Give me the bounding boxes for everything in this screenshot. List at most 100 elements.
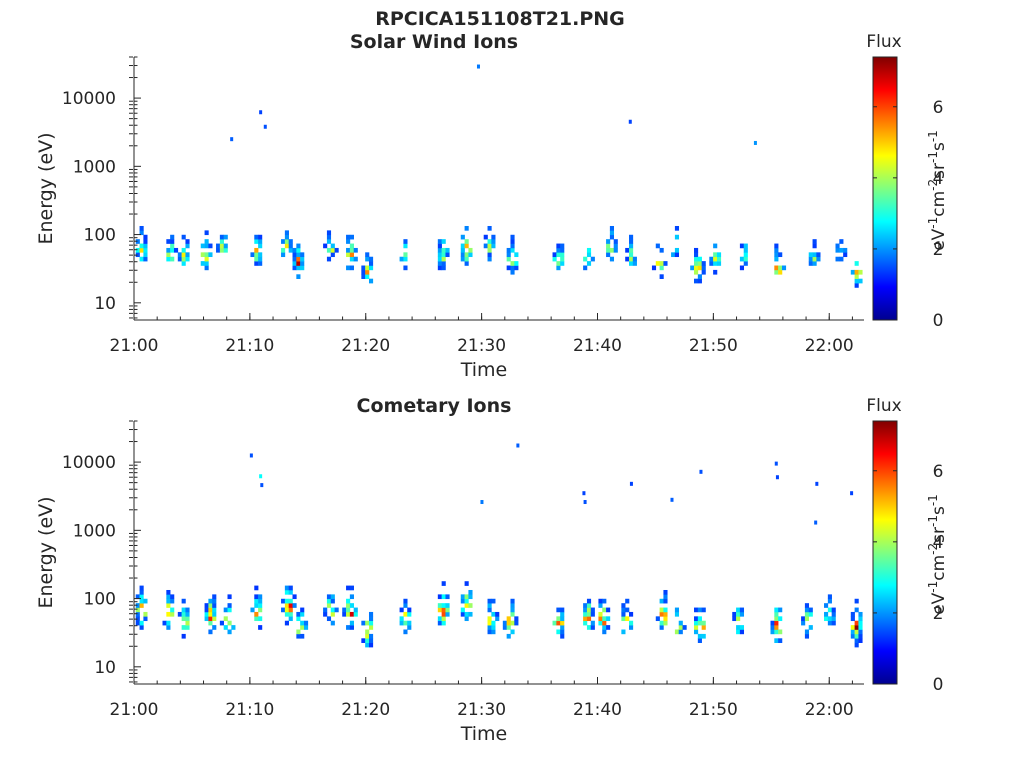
heatmap-cell — [743, 247, 748, 253]
heatmap-cell — [778, 607, 783, 613]
heatmap-cell — [709, 256, 714, 262]
heatmap-cell — [629, 625, 634, 630]
heatmap-cell — [843, 247, 848, 253]
heatmap-cell — [697, 616, 702, 622]
heatmap-cell — [323, 243, 328, 249]
heatmap-cell — [258, 239, 263, 244]
heatmap-cell — [625, 256, 630, 262]
heatmap-cell — [254, 603, 259, 608]
heatmap-cell — [296, 629, 301, 635]
heatmap-cell — [560, 611, 565, 617]
heatmap-cell — [510, 603, 515, 608]
outlier-point — [259, 110, 263, 115]
heatmap-cell — [694, 261, 699, 266]
heatmap-cell — [586, 261, 592, 266]
heatmap-cell — [185, 252, 190, 258]
heatmap-cell — [774, 269, 779, 275]
heatmap-cell — [368, 278, 374, 284]
outlier-point — [814, 520, 818, 525]
heatmap-cell — [694, 269, 699, 275]
heatmap-cell — [227, 607, 232, 613]
heatmap-cell — [368, 261, 374, 266]
heatmap-cell — [204, 252, 209, 258]
panel-solar-wind: 21:00 21:10 21:20 21:30 21:40 21:50 22:00 10 100… — [35, 31, 949, 381]
colorbar-tick-label: 0 — [933, 311, 944, 331]
heatmap-cell — [250, 252, 255, 258]
heatmap-cell — [674, 247, 680, 253]
heatmap-cell — [590, 625, 595, 630]
heatmap-cell — [778, 616, 783, 622]
heatmap-cell — [514, 265, 519, 271]
heatmap-cell — [781, 265, 787, 271]
heatmap-cell — [464, 261, 469, 266]
heatmap-cell — [437, 594, 442, 600]
heatmap-cell — [139, 585, 144, 591]
x-tick-label: 21:00 — [110, 336, 159, 356]
heatmap-cell — [506, 633, 511, 639]
heatmap-cell — [185, 620, 190, 626]
heatmap-cell — [736, 616, 741, 622]
heatmap-cell — [770, 625, 775, 630]
heatmap-cell — [219, 620, 224, 626]
heatmap-cell — [854, 620, 859, 626]
heatmap-cell — [361, 620, 366, 626]
heatmap-cell — [774, 625, 779, 630]
heatmap-cell — [560, 625, 565, 630]
heatmap-cell — [552, 620, 557, 626]
heatmap-cell — [296, 252, 301, 258]
heatmap-cell — [824, 616, 829, 622]
heatmap-cell — [697, 265, 702, 271]
heatmap-cell — [824, 603, 829, 608]
heatmap-cell — [854, 607, 859, 613]
heatmap-cell — [441, 594, 446, 600]
heatmap-cell — [368, 611, 374, 617]
heatmap-cell — [629, 256, 634, 262]
heatmap-cell — [258, 256, 263, 262]
heatmap-cell — [361, 265, 366, 271]
heatmap-cell — [801, 616, 806, 622]
heatmap-cell — [292, 256, 297, 262]
heatmap-cell — [659, 265, 664, 271]
heatmap-cell — [659, 607, 664, 613]
heatmap-cell — [403, 252, 408, 258]
heatmap-cell — [827, 616, 832, 622]
heatmap-cell — [556, 243, 561, 249]
heatmap-cell — [854, 274, 859, 279]
heatmap-cell — [716, 256, 722, 262]
heatmap-cell — [407, 625, 412, 630]
heatmap-cell — [330, 594, 335, 600]
heatmap-cell — [437, 616, 442, 622]
heatmap-cell — [774, 620, 779, 626]
x-axis-label: Time — [460, 359, 508, 381]
colorbar-title: Flux — [866, 32, 901, 52]
heatmap-cell — [774, 607, 779, 613]
heatmap-cell — [736, 611, 741, 617]
heatmap-cell — [464, 616, 469, 622]
heatmap-cell — [678, 620, 683, 626]
heatmap-cell — [441, 265, 446, 271]
heatmap-cell — [632, 256, 637, 262]
heatmap-cell — [808, 256, 813, 262]
heatmap-cell — [300, 265, 305, 271]
heatmap-cell — [342, 607, 347, 613]
heatmap-cell — [590, 611, 595, 617]
heatmap-cell — [464, 252, 469, 258]
heatmap-cell — [292, 265, 297, 271]
heatmap-cell — [701, 265, 706, 271]
heatmap-cell — [483, 243, 488, 249]
heatmap-cell — [185, 256, 190, 262]
heatmap-cell — [770, 629, 775, 635]
heatmap-cell — [621, 607, 626, 613]
heatmap-cell — [460, 611, 465, 617]
heatmap-cell — [464, 611, 469, 617]
heatmap-cell — [514, 616, 519, 622]
heatmap-cell — [674, 607, 680, 613]
heatmap-cell — [330, 607, 335, 613]
heatmap-cell — [326, 256, 332, 262]
heatmap-cell — [804, 616, 810, 622]
x-tick-label: 21:50 — [689, 700, 738, 720]
heatmap-cell — [349, 247, 354, 253]
heatmap-cell — [827, 598, 832, 604]
heatmap-cell — [200, 243, 205, 249]
heatmap-cell — [602, 620, 607, 626]
